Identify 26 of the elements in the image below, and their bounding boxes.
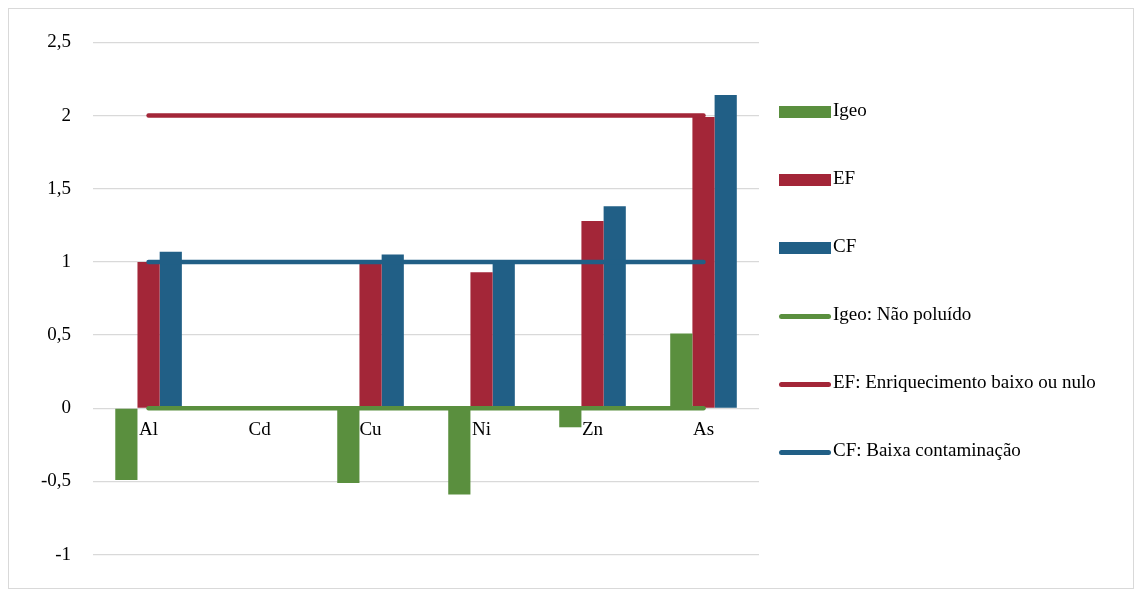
legend-label: EF: [833, 167, 856, 189]
y-tick-label: 1: [61, 249, 72, 271]
y-tick-label: 0,5: [47, 323, 72, 345]
x-tick-label: As: [692, 417, 715, 439]
bar: [359, 263, 382, 408]
bar: [137, 261, 160, 408]
x-tick-label: Ni: [472, 417, 492, 439]
x-tick-label: Cu: [359, 417, 383, 439]
bar: [115, 408, 138, 480]
y-tick-label: 1,5: [47, 176, 72, 198]
y-tick-label: 2,5: [47, 30, 72, 52]
y-tick-label: 2: [61, 103, 72, 125]
x-tick-label: Al: [139, 417, 159, 439]
legend-label: Igeo: Não poluído: [833, 303, 972, 325]
legend-label: EF: Enriquecimento baixo ou nulo: [833, 371, 1096, 393]
y-tick-label: 0: [61, 396, 72, 418]
x-tick-label: Cd: [248, 417, 272, 439]
bar: [470, 272, 493, 408]
y-tick-label: -1: [55, 542, 72, 564]
legend-label: Igeo: [833, 99, 867, 121]
legend-label: CF: Baixa contaminação: [833, 439, 1021, 461]
x-tick-label: Zn: [581, 417, 604, 439]
y-tick-label: -0,5: [41, 469, 72, 491]
bar: [714, 95, 737, 408]
bar: [581, 220, 604, 408]
legend-label: CF: [833, 235, 857, 257]
